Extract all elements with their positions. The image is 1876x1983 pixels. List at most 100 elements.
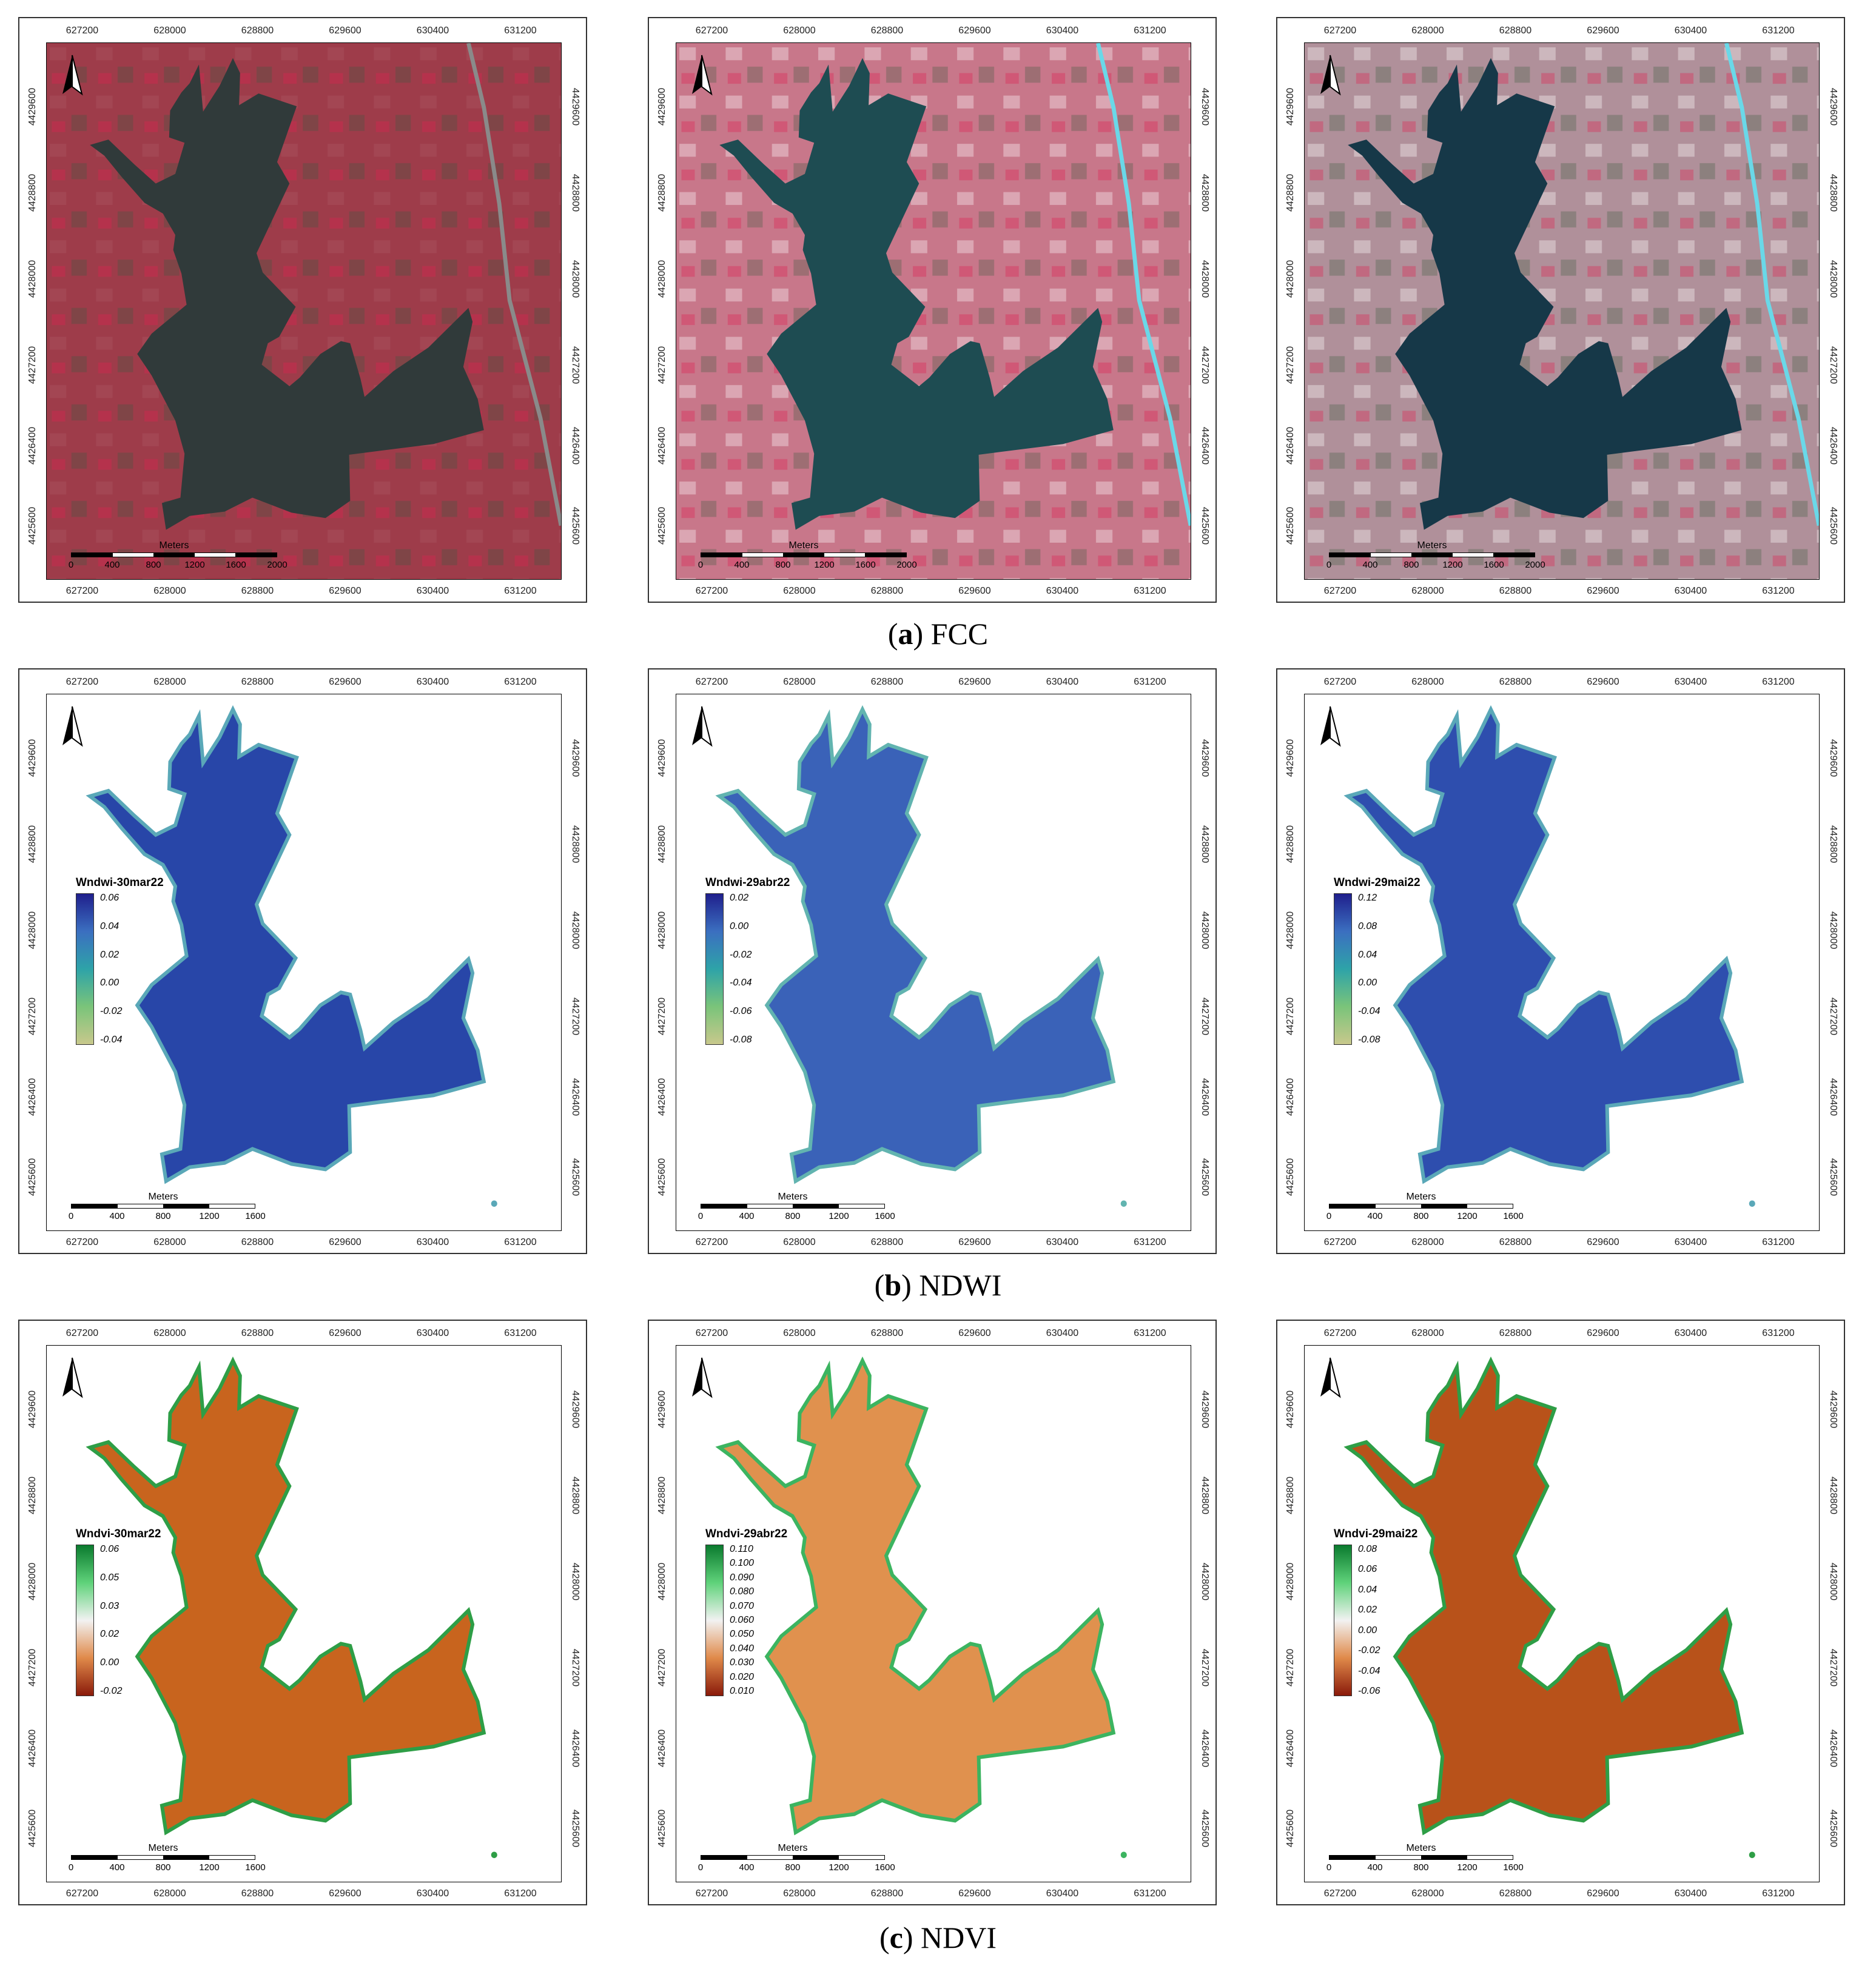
legend-value-label: 0.00: [1358, 1625, 1377, 1636]
y-tick-label-left: 4426400: [27, 1729, 38, 1767]
scale-bar-label: 400: [739, 1211, 755, 1221]
scale-bar: Meters 0 400 800 1200 1600: [1326, 1192, 1524, 1223]
y-tick-label-left: 4429600: [27, 1391, 38, 1429]
x-tick-label-bottom: 630400: [416, 1888, 449, 1899]
scale-bar-label: 1200: [199, 1211, 220, 1221]
scale-bar-label: 800: [775, 560, 791, 570]
y-tick-label-left: 4428000: [657, 260, 667, 298]
x-tick-label-bottom: 628800: [1499, 1888, 1532, 1899]
highway: [1096, 43, 1191, 526]
reservoir: [1343, 1356, 1744, 1836]
legend-value-label: 0.05: [100, 1572, 119, 1583]
x-tick-label-top: 629600: [329, 1328, 361, 1338]
y-tick-label-right: 4425600: [570, 1810, 580, 1848]
scale-bar-segment: [1375, 1204, 1421, 1208]
legend: Wndvi-29mai22 0.08 0.06 0.04 0.02 0.00 -0.02 -0…: [1334, 1528, 1417, 1696]
x-tick-label-top: 628800: [1499, 677, 1532, 687]
x-tick-label-top: 630400: [1674, 1328, 1707, 1338]
y-tick-label-left: 4429600: [27, 739, 38, 777]
y-tick-label-right: 4427200: [1200, 346, 1210, 384]
x-tick-label-top: 630400: [1046, 1328, 1079, 1338]
x-tick-label-top: 631200: [1762, 677, 1795, 687]
y-tick-label-left: 4427200: [1285, 997, 1296, 1035]
caption-letter: c: [889, 1921, 903, 1954]
x-tick-label-bottom: 630400: [1674, 1237, 1707, 1247]
scale-bar-segment: [72, 553, 113, 557]
reservoir: [1343, 705, 1744, 1184]
scale-bar-label: 800: [1404, 560, 1419, 570]
y-tick-label-left: 4425600: [27, 507, 38, 545]
scale-bar-label: 400: [109, 1211, 125, 1221]
x-tick-label-bottom: 627200: [66, 1888, 99, 1899]
scale-bar-segment: [701, 1204, 747, 1208]
x-tick-label-bottom: 627200: [66, 586, 99, 596]
legend-value-label: 0.02: [100, 1629, 119, 1640]
legend-value-label: -0.04: [1358, 1665, 1380, 1676]
y-tick-label-left: 4426400: [657, 1729, 667, 1767]
legend-body: 0.02 0.00 -0.02 -0.04 -0.06 -0.08: [705, 893, 790, 1045]
legend-value-label: 0.04: [1358, 1584, 1377, 1595]
legend-value-label: 0.02: [730, 893, 749, 903]
scale-bar-segment: [117, 1856, 163, 1859]
reservoir: [719, 58, 1114, 530]
legend-value-label: 0.03: [100, 1600, 119, 1611]
x-tick-label-top: 628800: [870, 1328, 904, 1338]
x-tick-label-bottom: 631200: [1762, 586, 1795, 596]
scale-bar-segments: [71, 1855, 255, 1860]
y-tick-label-left: 4429600: [1285, 88, 1296, 126]
y-tick-label-left: 4425600: [1285, 507, 1296, 545]
y-tick-label-left: 4426400: [1285, 1729, 1296, 1767]
scale-bar-label: 800: [155, 1211, 171, 1221]
scale-bar-label: 1200: [184, 560, 205, 570]
y-tick-label-right: 4428000: [1200, 1562, 1210, 1600]
y-tick-label-left: 4425600: [657, 507, 667, 545]
legend-title: Wndwi-30mar22: [76, 876, 164, 889]
x-tick-label-bottom: 629600: [958, 1237, 991, 1247]
map-panel-2-0: 627200 627200 628000 628000 628800 628800 6296…: [18, 1320, 587, 1905]
x-tick-label-top: 628000: [153, 677, 186, 687]
caption-b: (b) NDWI: [874, 1268, 1002, 1302]
map-canvas: [1305, 1346, 1819, 1882]
legend-color-ramp: [705, 893, 724, 1045]
x-tick-label-bottom: 628000: [153, 1888, 186, 1899]
x-tick-label-bottom: 628800: [241, 1237, 274, 1247]
x-tick-label-top: 631200: [504, 677, 537, 687]
scale-bar-label: 1200: [814, 560, 835, 570]
legend-title: Wndwi-29abr22: [705, 876, 790, 889]
y-tick-label-left: 4428000: [1285, 260, 1296, 298]
scale-bar-segment: [163, 1856, 209, 1859]
y-tick-label-right: 4425600: [1200, 1158, 1210, 1196]
y-tick-label-left: 4429600: [657, 88, 667, 126]
y-tick-label-right: 4428800: [570, 825, 580, 864]
reservoir: [1348, 58, 1742, 530]
north-arrow-icon: [1318, 1357, 1342, 1399]
legend-value-label: -0.02: [100, 1006, 123, 1017]
scale-bar-segment: [783, 553, 824, 557]
reservoir: [86, 705, 486, 1184]
scale-bar-label: 400: [1367, 1211, 1383, 1221]
x-tick-label-bottom: 631200: [1762, 1237, 1795, 1247]
north-arrow-icon: [1318, 705, 1342, 748]
legend-color-ramp: [76, 1545, 94, 1696]
scale-bar-label: 800: [785, 1862, 801, 1873]
scale-bar-label: 1600: [1484, 560, 1504, 570]
y-tick-label-left: 4427200: [657, 346, 667, 384]
scale-bar: Meters 0 400 800 1200 1600: [1326, 1843, 1524, 1874]
y-tick-label-right: 4429600: [1200, 739, 1210, 777]
y-tick-label-right: 4426400: [1200, 426, 1210, 465]
y-tick-label-left: 4428800: [27, 825, 38, 864]
x-tick-label-bottom: 627200: [66, 1237, 99, 1247]
north-arrow-icon: [1318, 54, 1342, 96]
scale-bar-segment: [793, 1856, 839, 1859]
scale-bar-label: 1200: [1457, 1211, 1478, 1221]
scale-bar-label: 1600: [1503, 1211, 1524, 1221]
x-tick-label-top: 628800: [870, 677, 904, 687]
x-tick-label-top: 628000: [1411, 677, 1444, 687]
scale-bar-segment: [838, 1856, 884, 1859]
y-tick-label-right: 4426400: [570, 1729, 580, 1767]
y-tick-label-left: 4425600: [27, 1158, 38, 1196]
y-tick-label-left: 4429600: [657, 1391, 667, 1429]
x-tick-label-top: 629600: [958, 25, 991, 36]
x-tick-label-top: 629600: [958, 677, 991, 687]
legend: Wndvi-30mar22 0.06 0.05 0.03 0.02 0.00 -0.02: [76, 1528, 161, 1696]
